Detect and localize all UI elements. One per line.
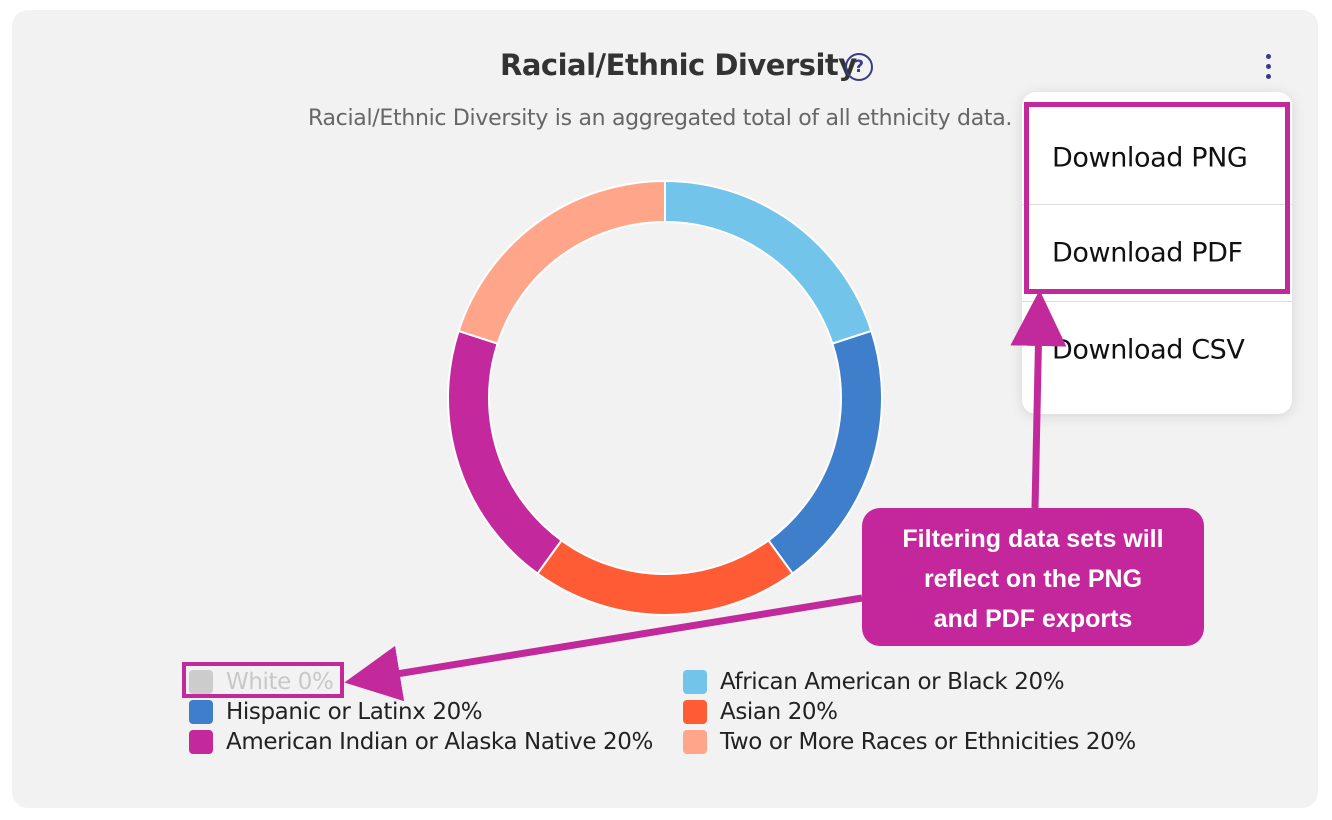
- legend-label-two-or-more: Two or More Races or Ethnicities 20%: [720, 729, 1136, 755]
- legend-swatch-american-indian: [189, 730, 213, 754]
- export-menu: Download PNG Download PDF Download CSV: [1022, 92, 1292, 414]
- menu-item-download-png-label: Download PNG: [1052, 142, 1248, 174]
- menu-divider: [1022, 301, 1292, 302]
- legend-label-white: White 0%: [226, 669, 334, 695]
- callout-line-3: and PDF exports: [933, 605, 1133, 633]
- highlight-png-pdf: [1024, 102, 1290, 294]
- callout-line-2: reflect on the PNG: [923, 565, 1143, 593]
- menu-item-download-png[interactable]: Download PNG: [1022, 110, 1292, 206]
- donut-slice-american-indian-or-alaska-native[interactable]: [447, 329, 563, 575]
- legend-label-asian: Asian 20%: [720, 699, 838, 725]
- donut-slice-two-or-more-races-or-ethnicities[interactable]: [457, 179, 666, 345]
- legend-swatch-two-or-more: [683, 730, 707, 754]
- menu-item-download-pdf[interactable]: Download PDF: [1022, 205, 1292, 301]
- highlight-white-legend: [182, 662, 344, 698]
- donut-slice-african-american-or-black[interactable]: [664, 179, 873, 345]
- annotation-callout: Filtering data sets will reflect on the …: [862, 508, 1204, 646]
- legend-swatch-asian: [683, 700, 707, 724]
- legend-label-american-indian: American Indian or Alaska Native 20%: [226, 729, 653, 755]
- callout-line-1: Filtering data sets will: [902, 525, 1164, 553]
- legend-swatch-white: [189, 670, 213, 694]
- legend-swatch-hispanic: [189, 700, 213, 724]
- kebab-vertical-icon[interactable]: [1258, 52, 1280, 82]
- menu-item-download-pdf-label: Download PDF: [1052, 237, 1243, 269]
- legend-label-african-american: African American or Black 20%: [720, 669, 1065, 695]
- chart-subtitle: Racial/Ethnic Diversity is an aggregated…: [308, 106, 1013, 131]
- menu-item-download-csv-label: Download CSV: [1052, 334, 1245, 366]
- question-circle-icon[interactable]: ?: [845, 53, 873, 81]
- menu-item-download-csv[interactable]: Download CSV: [1022, 302, 1292, 398]
- donut-slice-asian[interactable]: [536, 538, 794, 616]
- menu-divider: [1022, 204, 1292, 205]
- legend-label-hispanic: Hispanic or Latinx 20%: [226, 699, 483, 725]
- chart-title: Racial/Ethnic Diversity: [500, 48, 857, 82]
- legend-swatch-african-american: [683, 670, 707, 694]
